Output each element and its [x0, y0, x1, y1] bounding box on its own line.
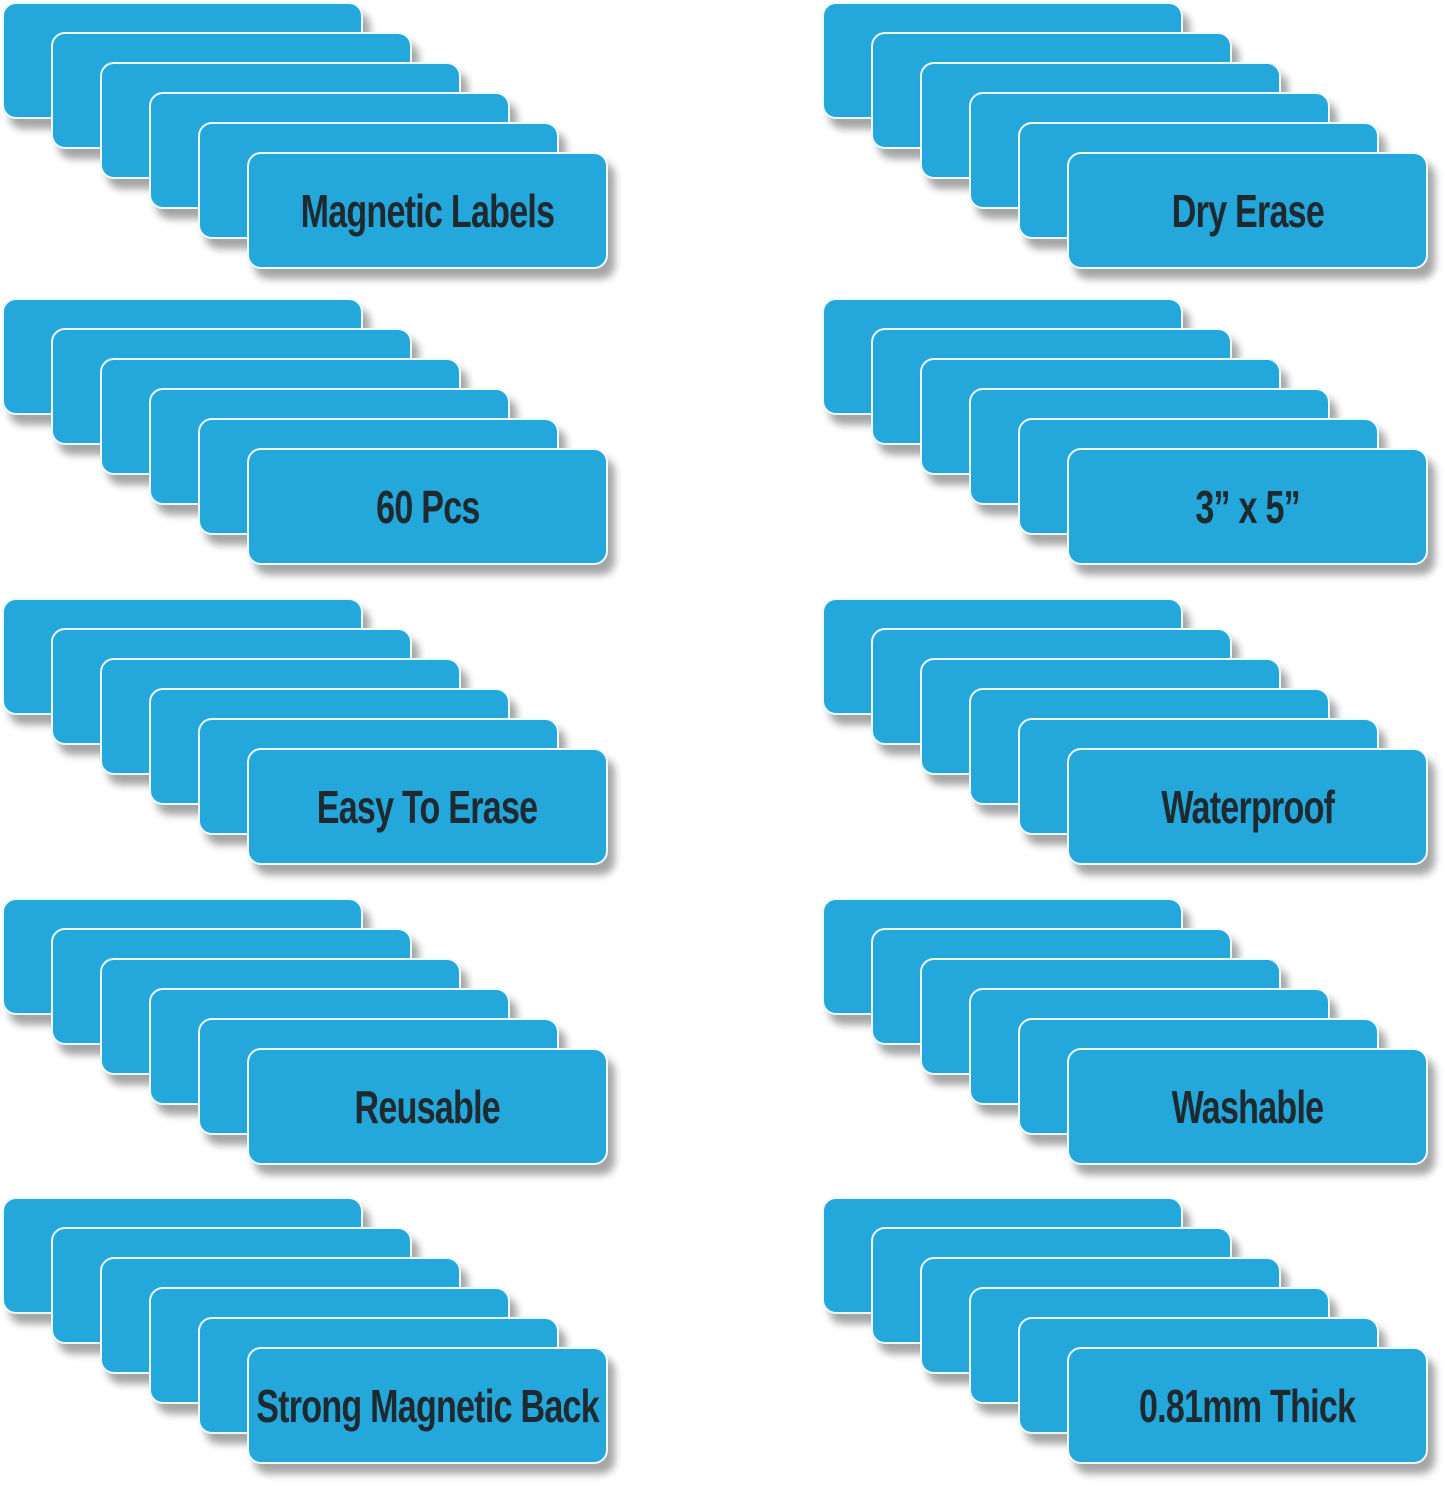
front-card: Magnetic Labels: [247, 152, 608, 269]
label-stack-left-2: 60 Pcs: [2, 298, 612, 568]
card-label: Strong Magnetic Back: [256, 1379, 599, 1432]
label-stack-left-5: Strong Magnetic Back: [2, 1197, 612, 1467]
front-card: Washable: [1067, 1048, 1428, 1165]
card-label: Dry Erase: [1171, 184, 1324, 237]
label-stack-right-5: 0.81mm Thick: [822, 1197, 1432, 1467]
card-label: Waterproof: [1161, 780, 1335, 833]
front-card: Strong Magnetic Back: [247, 1347, 608, 1464]
label-stack-right-1: Dry Erase: [822, 2, 1432, 272]
label-stack-left-4: Reusable: [2, 898, 612, 1168]
card-label: Washable: [1171, 1080, 1324, 1133]
front-card: 60 Pcs: [247, 448, 608, 565]
front-card: Waterproof: [1067, 748, 1428, 865]
label-stack-right-4: Washable: [822, 898, 1432, 1168]
card-label: 60 Pcs: [375, 480, 480, 533]
card-label: Reusable: [354, 1080, 501, 1133]
front-card: Reusable: [247, 1048, 608, 1165]
label-stack-left-3: Easy To Erase: [2, 598, 612, 868]
label-stack-right-3: Waterproof: [822, 598, 1432, 868]
front-card: 3” x 5”: [1067, 448, 1428, 565]
card-label: 0.81mm Thick: [1139, 1379, 1356, 1432]
card-label: Easy To Erase: [317, 780, 538, 833]
front-card: Dry Erase: [1067, 152, 1428, 269]
label-stack-left-1: Magnetic Labels: [2, 2, 612, 272]
front-card: 0.81mm Thick: [1067, 1347, 1428, 1464]
front-card: Easy To Erase: [247, 748, 608, 865]
label-stack-right-2: 3” x 5”: [822, 298, 1432, 568]
card-label: 3” x 5”: [1195, 480, 1300, 533]
card-label: Magnetic Labels: [300, 184, 555, 237]
